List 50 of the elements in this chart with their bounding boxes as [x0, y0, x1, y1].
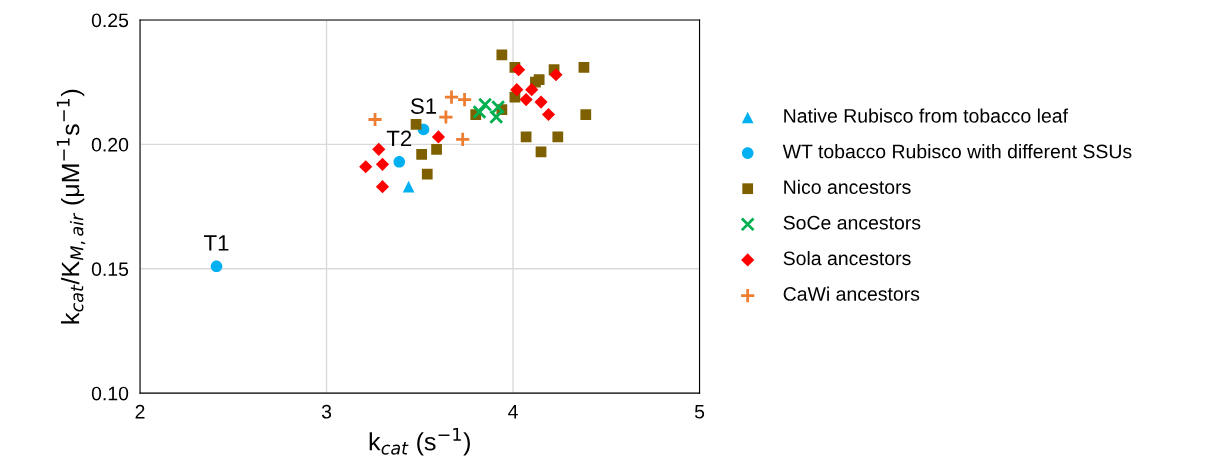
point [472, 104, 487, 120]
annotation: T2 [386, 130, 412, 147]
point [519, 93, 533, 107]
point [359, 160, 373, 174]
y-tick-label: 0.20 [91, 137, 129, 152]
point [431, 130, 446, 144]
legend-label: Nico ancestors [784, 179, 911, 194]
legend-label: CaWi ancestors [783, 286, 920, 301]
point [541, 107, 556, 122]
x-tick-label: 5 [694, 405, 705, 419]
y-tick-label: 0.10 [91, 386, 129, 401]
x-tick-label: 3 [321, 404, 332, 419]
annotation: S1 [410, 98, 437, 114]
point [375, 157, 390, 171]
legend-label: Native Rubisco from tobacco leaf [784, 108, 1069, 123]
point [489, 109, 504, 125]
point [552, 131, 564, 143]
x-tick-label: 4 [508, 405, 518, 419]
point [421, 168, 433, 180]
legend-label: SoCe ancestors [783, 215, 921, 230]
point [510, 83, 524, 97]
point [443, 89, 460, 106]
legend-label: WT tobacco Rubisco with different SSUs [782, 144, 1132, 159]
point [512, 63, 526, 77]
point [210, 260, 223, 273]
point [402, 180, 415, 193]
text: k$_{cat}$/K$_{M,air}$ (μM$^{−1}$s$^{−1}$) [56, 89, 86, 324]
point [431, 143, 442, 155]
annotation: T1 [204, 235, 229, 251]
point [525, 83, 539, 97]
y-tick-label: 0.25 [91, 13, 129, 28]
y-tick-label: 0.15 [91, 262, 129, 277]
point [410, 119, 422, 130]
point [496, 49, 508, 61]
x-axis-title: k$_{cat}$ (s$^{−1}$) [369, 427, 470, 456]
point [456, 91, 473, 108]
point [535, 146, 547, 158]
point [549, 68, 563, 82]
legend-label: Sola ancestors [783, 250, 911, 266]
point [454, 131, 471, 148]
point [367, 111, 384, 128]
point [375, 180, 390, 194]
point [580, 109, 592, 120]
point [393, 155, 406, 168]
point [437, 109, 454, 125]
x-tick-label: 2 [135, 404, 145, 419]
point [416, 148, 428, 160]
point [372, 142, 386, 156]
point [578, 61, 590, 73]
point [534, 95, 548, 109]
